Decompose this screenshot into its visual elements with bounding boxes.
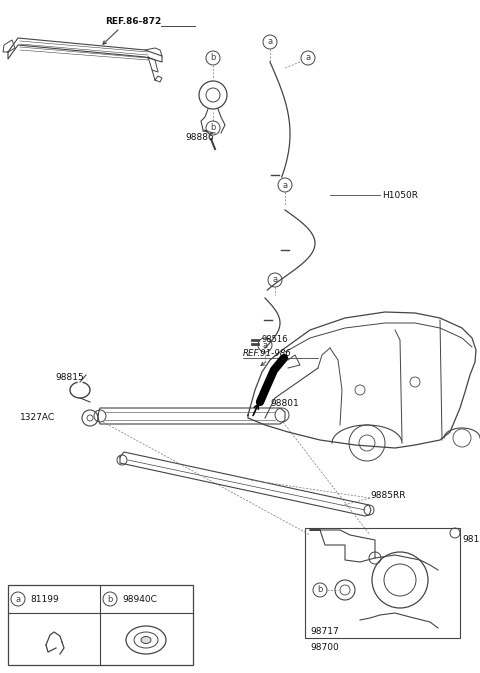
Text: 98120A: 98120A (462, 536, 480, 544)
Text: 98516: 98516 (262, 336, 288, 345)
Bar (305, 528, 460, 638)
Text: b: b (210, 53, 216, 63)
Text: a: a (282, 180, 288, 190)
Ellipse shape (141, 637, 151, 643)
Text: a: a (267, 38, 273, 46)
Text: 98717: 98717 (310, 627, 339, 637)
Text: b: b (317, 586, 323, 594)
Text: a: a (263, 341, 267, 349)
Text: b: b (210, 124, 216, 133)
Text: 98700: 98700 (310, 643, 339, 653)
Text: 9885RR: 9885RR (370, 491, 406, 499)
Text: 98940C: 98940C (122, 594, 157, 604)
Text: 81199: 81199 (30, 594, 59, 604)
Text: REF.91-986: REF.91-986 (243, 349, 292, 359)
Text: 1327AC: 1327AC (20, 413, 55, 423)
Text: 98886: 98886 (186, 133, 215, 143)
Text: 98815: 98815 (55, 374, 84, 382)
Text: b: b (108, 594, 113, 604)
Text: 98801: 98801 (271, 398, 300, 407)
Text: a: a (273, 275, 277, 285)
Text: REF.86-872: REF.86-872 (105, 17, 161, 26)
Text: H1050R: H1050R (382, 190, 418, 199)
Bar (8, 585, 193, 665)
Text: a: a (305, 53, 311, 63)
Text: a: a (15, 594, 21, 604)
